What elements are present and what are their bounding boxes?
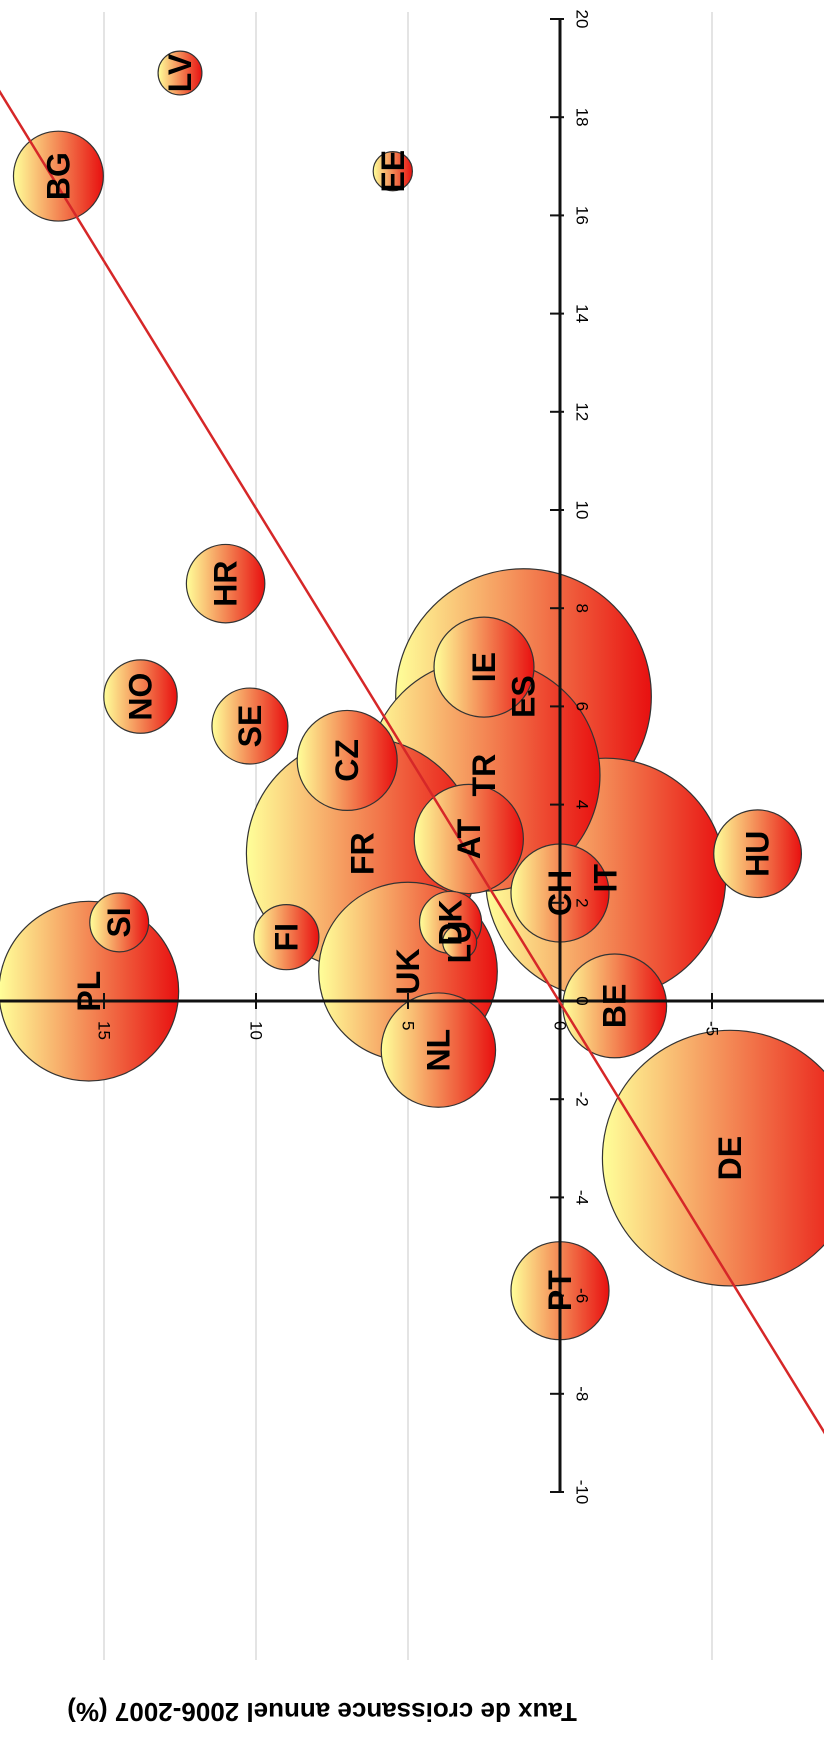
x-tick-label: 14 <box>573 304 592 323</box>
bubble-label-fr: FR <box>344 832 380 875</box>
y-tick-label: -5 <box>703 1021 722 1036</box>
bubble-label-uk: UK <box>390 948 426 994</box>
x-tick-label: -4 <box>573 1190 592 1205</box>
axis-title-layer: Taux de croissance annuel 2006-2007 (%) <box>67 1697 577 1727</box>
x-tick-label: -8 <box>573 1386 592 1401</box>
x-tick-label: 18 <box>573 108 592 127</box>
x-tick-label: 20 <box>573 10 592 29</box>
bubble-label-pl: PL <box>71 971 107 1012</box>
x-tick-label: 4 <box>573 800 592 809</box>
x-tick-label: 8 <box>573 603 592 612</box>
y-tick-label: 15 <box>95 1021 114 1040</box>
bubble-label-nl: NL <box>420 1029 456 1072</box>
bubble-label-fi: FI <box>268 923 304 951</box>
x-tick-label: 2 <box>573 898 592 907</box>
bubble-label-it: IT <box>588 864 624 893</box>
bubble-label-de: DE <box>712 1136 748 1180</box>
x-tick-label: -2 <box>573 1092 592 1107</box>
x-tick-label: 10 <box>573 501 592 520</box>
bubble-label-es: ES <box>506 675 542 718</box>
bubble-label-at: AT <box>451 818 487 859</box>
bubble-label-no: NO <box>122 673 158 721</box>
bubble-label-cz: CZ <box>329 739 365 782</box>
bubble-label-ie: IE <box>466 652 502 682</box>
bubble-label-lu: LU <box>442 921 478 964</box>
x-tick-label: 12 <box>573 402 592 421</box>
bubble-label-ee: EE <box>375 150 411 193</box>
x-tick-label: -6 <box>573 1288 592 1303</box>
bubble-label-se: SE <box>232 705 268 748</box>
x-tick-label: 0 <box>573 996 592 1005</box>
x-tick-label: -10 <box>573 1480 592 1505</box>
bubble-label-hr: HR <box>208 561 244 607</box>
bubble-label-ch: CH <box>542 870 578 916</box>
y-axis-label: Taux de croissance annuel 2006-2007 (%) <box>67 1697 577 1727</box>
bubble-label-tr: TR <box>466 754 502 797</box>
y-tick-label: 0 <box>551 1021 570 1030</box>
bubble-label-si: SI <box>101 907 137 937</box>
x-tick-label: 16 <box>573 206 592 225</box>
y-tick-label: 5 <box>399 1021 418 1030</box>
bubble-label-bg: BG <box>40 152 76 200</box>
y-tick-label: 10 <box>247 1021 266 1040</box>
bubble-label-lv: LV <box>162 53 198 92</box>
bubble-label-hu: HU <box>740 831 776 877</box>
x-tick-label: 6 <box>573 702 592 711</box>
bubble-label-be: BE <box>597 984 633 1028</box>
